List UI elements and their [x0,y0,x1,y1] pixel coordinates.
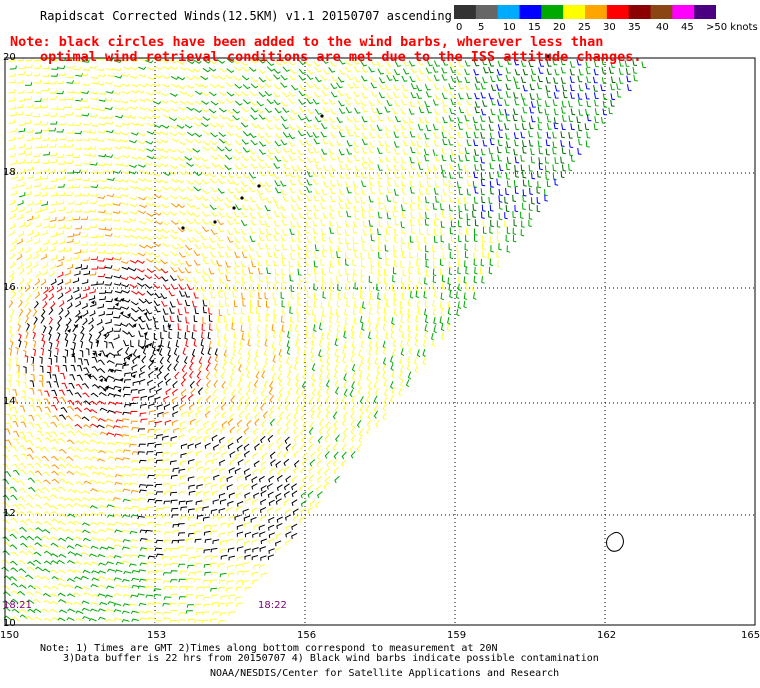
colorbar-label: 40 [656,22,669,33]
lat-label-14: 14 [3,396,16,407]
lon-label-162: 162 [597,630,617,641]
colorbar-label: 35 [628,22,641,33]
time-label-left: 18:21 [3,600,32,611]
colorbar-segment [606,5,630,19]
footer-note-line1: Note: 1) Times are GMT 2)Times along bot… [40,643,498,654]
lon-label-150: 150 [0,630,20,641]
colorbar-label: 45 [681,22,694,33]
colorbar-label: 5 [478,22,485,33]
colorbar-segment [497,5,520,19]
lat-label-10: 10 [3,618,16,629]
colorbar-segment [650,5,673,19]
footer-note-line2: 3)Data buffer is 22 hrs from 20150707 4)… [63,653,599,664]
colorbar-segment [475,5,499,19]
map-title: Rapidscat Corrected Winds(12.5KM) v1.1 2… [40,9,452,23]
colorbar-segment [519,5,542,19]
colorbar-segment [672,5,695,19]
plot-frame [4,57,756,626]
footer-credit: NOAA/NESDIS/Center for Satellite Applica… [210,668,560,679]
lon-label-156: 156 [297,630,317,641]
colorbar-label: >50 knots [706,22,758,33]
contamination-note-line2: optimal wind retrieval conditions are me… [40,49,642,65]
lon-label-153: 153 [147,630,167,641]
lat-label-18: 18 [3,167,16,178]
colorbar-label: 10 [503,22,516,33]
colorbar-segment [585,5,608,19]
colorbar-segment [454,5,477,19]
colorbar-label: 25 [578,22,591,33]
lon-label-165: 165 [741,630,760,641]
colorbar-segment [628,5,651,19]
lat-label-20: 20 [3,52,16,63]
lat-label-12: 12 [3,508,16,519]
contamination-note-line1: Note: black circles have been added to t… [10,34,604,50]
colorbar [454,5,716,19]
colorbar-segment [563,5,586,19]
wind-barbs [1,56,647,625]
colorbar-label: 0 [456,22,463,33]
time-label-right: 18:22 [258,600,287,611]
lon-label-159: 159 [447,630,467,641]
lat-label-16: 16 [3,282,16,293]
closed-contour [606,531,624,552]
colorbar-segment [694,5,716,19]
colorbar-segment [541,5,564,19]
colorbar-label: 30 [603,22,616,33]
colorbar-label: 15 [528,22,541,33]
colorbar-label: 20 [553,22,566,33]
contamination-markers [181,54,550,230]
